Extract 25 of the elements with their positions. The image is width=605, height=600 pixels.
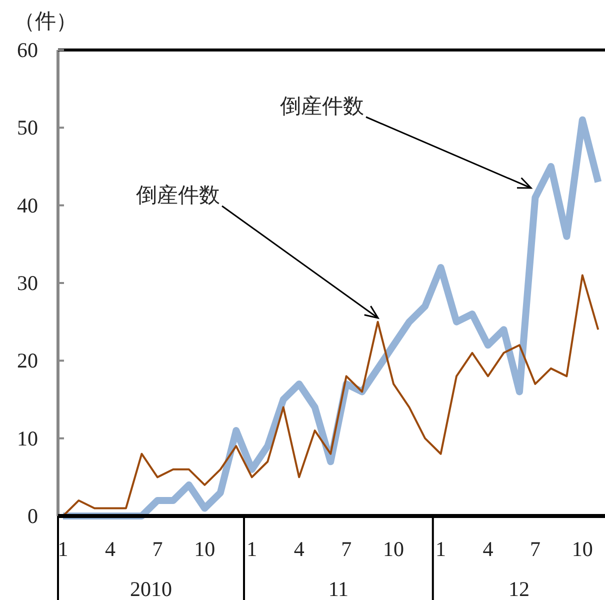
text: 倒産件数 — [136, 183, 220, 207]
y-axis-title: （件） — [14, 9, 77, 33]
y-tick-label: 50 — [17, 116, 38, 140]
y-tick-label: 0 — [28, 504, 38, 528]
x-tick-label: 1 — [58, 537, 68, 561]
x-tick-label: 4 — [294, 537, 305, 561]
y-tick-label: 30 — [17, 271, 38, 295]
x-tick-label: 1 — [246, 537, 258, 561]
text: 12 — [508, 577, 530, 600]
y-tick-label: 10 — [17, 426, 38, 450]
text: 2010 — [130, 577, 172, 600]
x-tick-label: 10 — [572, 537, 593, 561]
text: 11 — [328, 577, 349, 600]
x-tick-label: 7 — [341, 537, 352, 561]
y-tick-label: 60 — [17, 38, 38, 62]
line-series — [62, 274, 600, 517]
x-tick-label: 10 — [194, 537, 216, 561]
y-tick-label: 20 — [17, 348, 38, 373]
x-tick-label: 7 — [152, 537, 163, 561]
y-tick-label: 40 — [17, 193, 38, 218]
x-tick-label: 4 — [104, 537, 116, 561]
x-tick-label: 10 — [383, 537, 404, 561]
x-tick-label: 1 — [436, 537, 446, 561]
x-tick-label: 4 — [482, 537, 494, 561]
x-tick-label: 7 — [530, 537, 540, 561]
